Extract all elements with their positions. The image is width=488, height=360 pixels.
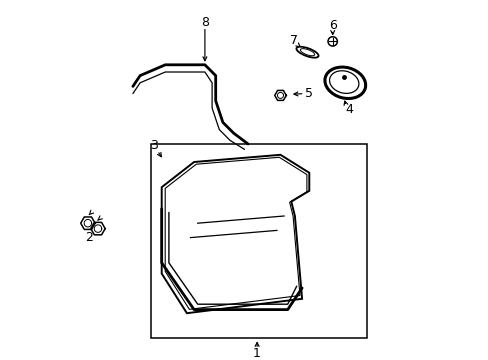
Text: 3: 3 [150, 139, 158, 152]
Circle shape [327, 37, 337, 46]
Text: 4: 4 [344, 103, 352, 116]
Text: 7: 7 [289, 34, 298, 47]
Text: 8: 8 [201, 16, 208, 29]
Text: 2: 2 [85, 231, 93, 244]
Text: 6: 6 [328, 19, 336, 32]
Bar [151, 144, 366, 338]
Text: 1: 1 [253, 347, 261, 360]
Text: 5: 5 [305, 87, 313, 100]
Ellipse shape [296, 47, 318, 58]
Ellipse shape [324, 67, 365, 99]
Polygon shape [162, 155, 309, 313]
